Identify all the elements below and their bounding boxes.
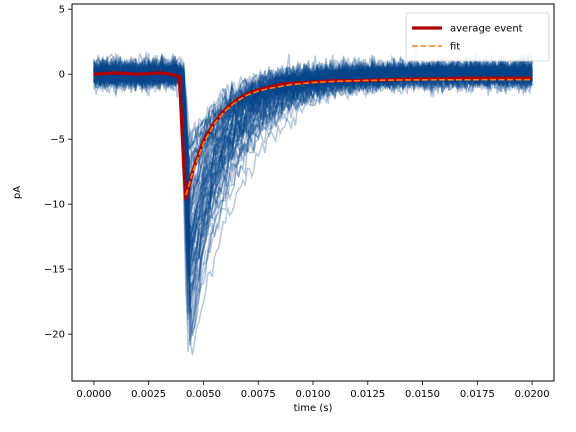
y-axis-label: pA [12,186,23,199]
individual-trace [93,62,533,232]
y-tick-label: −20 [44,330,65,341]
individual-trace [93,55,533,337]
y-tick-label: −10 [44,200,65,211]
legend-box [405,12,550,62]
individual-trace [93,56,533,277]
individual-trace [93,55,533,270]
individual-trace [93,56,533,218]
individual-trace [93,62,533,215]
x-tick-label: 0.0000 [76,389,111,400]
individual-trace [93,62,533,254]
legend: average event fit [405,12,550,62]
individual-trace [93,57,533,337]
individual-trace [93,59,533,313]
individual-trace [93,55,533,318]
legend-label: average event [450,24,523,35]
individual-trace [93,65,533,205]
individual-trace [93,53,533,169]
individual-trace [93,65,533,225]
individual-trace [93,55,533,239]
individual-trace [93,57,533,262]
individual-trace [93,51,533,170]
individual-trace [93,62,533,352]
x-tick-label: 0.0050 [186,389,221,400]
individual-trace [93,58,533,162]
series-line-average-event [93,71,533,201]
x-tick-label: 0.0075 [241,389,276,400]
individual-trace [93,61,533,153]
individual-trace [93,55,533,201]
series-layer [93,71,533,201]
x-tick-label: 0.0025 [131,389,166,400]
individual-trace [93,56,533,275]
individual-trace [93,57,533,296]
individual-trace [93,54,533,150]
y-tick-label: −5 [50,135,65,146]
y-tick-label: 0 [59,70,65,81]
individual-trace [93,60,533,282]
x-tick-label: 0.0200 [515,389,550,400]
legend-label: fit [450,42,460,53]
individual-trace [93,62,533,201]
x-tick-label: 0.0100 [296,389,331,400]
individual-trace [93,56,533,305]
x-tick-label: 0.0150 [405,389,440,400]
x-tick-label: 0.0125 [350,389,385,400]
x-axis-ticks: 0.0000 0.0025 0.0050 0.0075 0.0100 0.0125 0.01… [76,381,550,400]
y-axis-ticks: 5 0 −5 −10 −15 −20 [44,5,72,341]
y-tick-label: 5 [59,5,65,16]
y-tick-label: −15 [44,265,65,276]
x-tick-label: 0.0175 [460,389,495,400]
individual-trace [93,60,533,229]
x-axis-label: time (s) [294,403,333,414]
individual-trace [93,59,533,153]
individual-trace [93,58,533,195]
series-line-fit [185,78,533,196]
individual-trace [93,64,533,181]
